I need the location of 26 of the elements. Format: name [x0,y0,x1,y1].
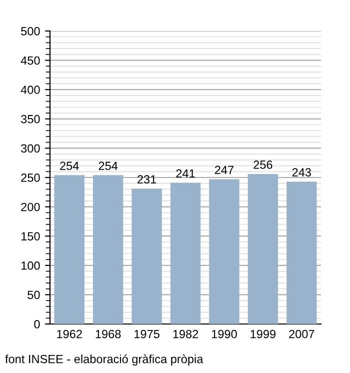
data-label: 254 [60,162,79,170]
y-tick-label: 250 [21,174,40,182]
data-label: 256 [254,160,272,169]
y-tick-label: 100 [21,261,40,270]
y-tick-label: 350 [21,114,40,124]
x-tick-label: 1990 [212,330,237,338]
y-tick-label: 150 [21,232,40,240]
y-tick-label: 500 [21,27,40,36]
x-tick-label: 1968 [96,330,121,338]
x-tick-label: 2007 [289,330,314,338]
x-tick-label: 1975 [134,330,160,338]
y-tick-label: 300 [21,144,40,153]
y-tick-label: 400 [20,86,40,94]
data-label: 241 [176,169,195,178]
y-tick-label: 450 [20,56,40,65]
x-tick-label: 1962 [57,330,82,338]
data-label: 243 [292,168,311,176]
x-tick-label: 1999 [250,330,276,338]
data-label: 254 [98,162,118,170]
data-label: 247 [214,166,234,174]
y-tick-label: 0 [34,320,40,328]
text: font INSEE - elaboració gràfica pròpia [5,354,204,366]
data-label: 231 [138,175,156,184]
y-tick-label: 200 [21,202,40,212]
y-tick-label: 50 [28,290,40,300]
x-tick-label: 1982 [173,330,198,338]
